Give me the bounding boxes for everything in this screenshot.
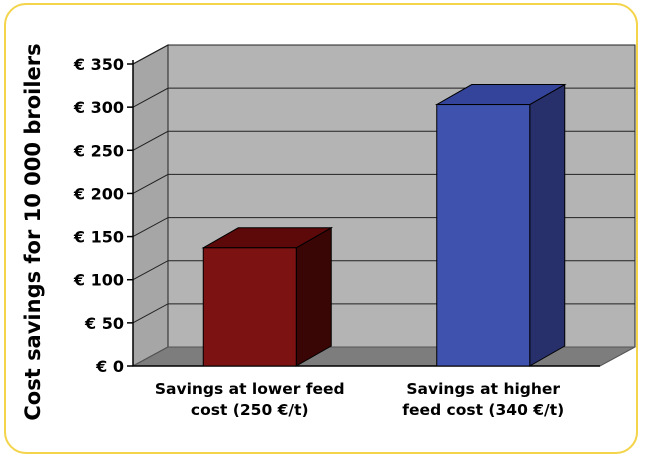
- y-tick-label: € 200: [73, 184, 124, 203]
- x-category-label-line: Savings at lower feed: [155, 380, 345, 398]
- left-wall: [132, 44, 169, 367]
- y-tick-label: € 0: [95, 357, 124, 376]
- bar-side: [295, 226, 332, 367]
- y-tick-label: € 250: [73, 141, 124, 160]
- y-tick-label: € 100: [73, 271, 124, 290]
- y-tick-label: € 150: [73, 228, 124, 247]
- bars: [201, 83, 567, 367]
- y-tick-label: € 350: [73, 55, 124, 74]
- bar: [201, 226, 334, 367]
- bar-front: [436, 104, 531, 367]
- y-tick-labels: € 0 € 50 € 100 € 150 € 200 € 250 € 300 € 350: [73, 55, 133, 376]
- x-category-label-line: cost (250 €/t): [191, 401, 309, 419]
- y-tick-label: € 300: [73, 98, 124, 117]
- x-category-labels: Savings at lower feed cost (250 €/t)Savin…: [155, 380, 564, 419]
- x-category-label-line: feed cost (340 €/t): [402, 401, 564, 419]
- bar-side: [529, 83, 566, 367]
- gridline: [132, 44, 635, 65]
- x-category-label: Savings at higher feed cost (340 €/t): [402, 380, 564, 419]
- y-tick-label: € 50: [84, 314, 124, 333]
- y-axis-label: Cost savings for 10 000 broilers: [21, 43, 45, 420]
- x-category-label: Savings at lower feed cost (250 €/t): [155, 380, 345, 419]
- bar: [434, 83, 567, 367]
- bar-front: [202, 247, 297, 367]
- x-category-label-line: Savings at higher: [406, 380, 560, 398]
